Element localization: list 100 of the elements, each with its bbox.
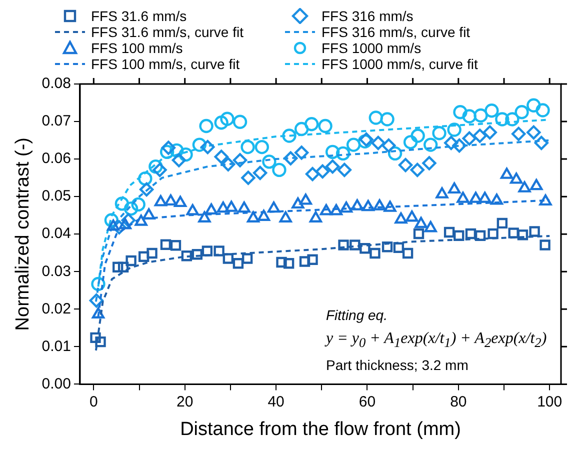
point xyxy=(424,138,438,152)
point xyxy=(496,218,508,229)
point xyxy=(340,201,353,213)
point xyxy=(530,178,543,190)
point xyxy=(474,108,488,123)
point xyxy=(232,114,248,129)
point xyxy=(170,143,184,158)
legend-label: FFS 100 mm/s, curve fit xyxy=(91,56,240,72)
point xyxy=(362,200,374,212)
point xyxy=(410,162,424,178)
point xyxy=(279,211,292,222)
point xyxy=(403,135,418,150)
point xyxy=(152,162,167,178)
point xyxy=(192,138,207,152)
y-tick-label: 0.08 xyxy=(42,75,71,92)
point xyxy=(124,201,138,216)
legend-label: FFS 316 mm/s, curve fit xyxy=(321,24,470,40)
point xyxy=(330,204,343,216)
point xyxy=(205,203,218,215)
point xyxy=(257,210,270,221)
point xyxy=(518,181,531,192)
x-tick-label: 0 xyxy=(90,393,98,410)
point xyxy=(146,248,158,259)
point xyxy=(242,253,253,264)
point xyxy=(540,240,550,250)
point xyxy=(299,194,312,205)
point xyxy=(199,118,214,134)
point xyxy=(192,249,203,260)
point xyxy=(214,116,228,130)
y-tick-label: 0.06 xyxy=(42,150,71,168)
point xyxy=(382,138,396,153)
point xyxy=(384,200,396,212)
point xyxy=(432,126,446,140)
point xyxy=(422,156,436,170)
y-tick-label: 0.07 xyxy=(42,112,71,130)
point xyxy=(337,162,352,178)
y-axis-title: Normalized contrast (-) xyxy=(12,137,34,331)
x-tick-label: 20 xyxy=(176,393,194,410)
point xyxy=(283,258,294,269)
point xyxy=(225,200,238,212)
point xyxy=(200,140,215,154)
point xyxy=(292,197,304,209)
point xyxy=(454,230,464,241)
point xyxy=(91,276,106,292)
point xyxy=(482,125,497,140)
point xyxy=(95,336,106,348)
y-tick-label: 0.04 xyxy=(42,225,71,242)
point xyxy=(534,136,548,150)
text: y = y$_{0}$ + A$_{1}$exp(x/t$_{1}$) + A$_{2}$exp(x/t$_{2}$) xyxy=(326,330,547,350)
point xyxy=(309,211,322,222)
point xyxy=(360,243,370,254)
point xyxy=(484,104,499,118)
point xyxy=(232,258,244,269)
point xyxy=(262,154,276,169)
point xyxy=(393,242,404,253)
point xyxy=(284,151,298,166)
legend-label: FFS 31.6 mm/s xyxy=(91,8,187,24)
point xyxy=(172,153,186,168)
point xyxy=(350,199,364,210)
point xyxy=(131,197,146,212)
point xyxy=(198,211,211,222)
y-tick-label: 0.02 xyxy=(42,300,71,318)
point xyxy=(526,98,541,112)
point xyxy=(214,150,228,164)
point xyxy=(186,204,199,216)
point xyxy=(170,240,182,251)
point xyxy=(517,230,528,240)
point xyxy=(89,293,104,308)
point xyxy=(424,220,437,232)
legend-label: FFS 31.6 mm/s, curve fit xyxy=(91,24,244,40)
point xyxy=(112,220,126,234)
point xyxy=(267,201,280,213)
point xyxy=(388,146,402,161)
point xyxy=(142,208,156,220)
point xyxy=(232,153,248,168)
point xyxy=(238,201,250,213)
point xyxy=(202,246,213,256)
point xyxy=(241,170,256,185)
legend-label: FFS 1000 mm/s xyxy=(321,40,422,56)
point xyxy=(380,112,394,126)
point xyxy=(336,146,350,161)
x-tick-label: 80 xyxy=(450,393,467,410)
point xyxy=(276,256,287,268)
point xyxy=(406,210,418,222)
point xyxy=(508,228,519,238)
point xyxy=(138,251,150,262)
point xyxy=(436,187,448,198)
point xyxy=(252,166,268,180)
point xyxy=(536,103,550,118)
point xyxy=(398,158,413,172)
point xyxy=(222,253,234,264)
y-tick-label: 0.05 xyxy=(42,188,71,205)
x-tick-label: 40 xyxy=(268,393,284,410)
point xyxy=(413,228,424,240)
point xyxy=(462,131,476,146)
point xyxy=(214,246,224,256)
point xyxy=(410,128,425,143)
point xyxy=(154,195,167,206)
point xyxy=(512,126,526,142)
point xyxy=(325,159,340,174)
